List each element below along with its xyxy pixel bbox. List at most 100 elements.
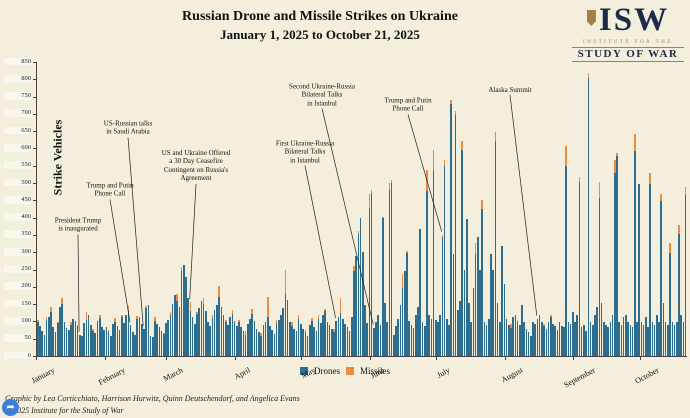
strike-bar [430, 318, 433, 356]
strike-bar [306, 335, 309, 356]
y-tick-mark [33, 183, 36, 185]
strike-bar [326, 321, 329, 356]
y-tick-label: 850 [4, 57, 32, 66]
strike-bar [388, 183, 391, 356]
strike-bar [227, 324, 229, 356]
chart-title: Russian Drone and Missile Strikes on Ukr… [182, 9, 458, 24]
strike-bar [96, 321, 99, 356]
strike-bar [443, 160, 446, 356]
strike-bar [240, 326, 242, 356]
strike-bar [680, 315, 682, 356]
strike-bar [315, 330, 318, 356]
strike-bar [147, 305, 150, 356]
strike-bar [474, 243, 477, 356]
y-tick-mark [33, 200, 36, 202]
annotation-label: Trump and Putin Phone Call [384, 96, 432, 113]
x-tick-mark [234, 357, 236, 360]
strike-bar [401, 273, 404, 356]
y-tick-label: 0 [4, 351, 32, 360]
strike-bar [552, 323, 554, 356]
strike-bar [253, 321, 256, 356]
strike-bar [660, 193, 663, 356]
strike-bar [538, 315, 541, 356]
strike-bar [319, 322, 322, 356]
strike-bar [589, 322, 592, 356]
x-tick-mark [369, 357, 371, 360]
strike-bar [143, 328, 145, 356]
strike-bar [350, 317, 353, 356]
y-tick-mark [33, 148, 36, 150]
strike-bar [671, 322, 674, 356]
y-tick-label: 150 [4, 299, 32, 308]
annotation-label: Second Ukraine-Russia Bilateral Talks in… [289, 82, 355, 108]
x-tick-mark [573, 357, 575, 360]
strike-bar [264, 321, 267, 356]
annotation-label: US-Russian talks in Saudi Arabia [103, 119, 153, 136]
y-tick-label: 700 [4, 109, 32, 118]
strike-bar [103, 329, 105, 356]
strike-bar [627, 322, 629, 356]
strike-bar [653, 324, 656, 356]
strike-bar [459, 301, 461, 356]
strike-bar [664, 322, 667, 356]
strike-bar [277, 320, 280, 356]
strike-bar [70, 321, 72, 356]
strike-bar [607, 326, 610, 356]
strike-bar [406, 250, 408, 356]
strike-bar [297, 314, 300, 356]
strike-bar [541, 322, 543, 356]
strike-bar [437, 322, 439, 356]
strike-bar [165, 322, 167, 356]
strike-bar [598, 182, 601, 356]
strike-bar [90, 325, 92, 356]
strike-bar [446, 318, 448, 356]
strike-bar [200, 301, 203, 356]
strike-bar [151, 337, 154, 356]
strike-bar [609, 322, 612, 356]
strike-bar [532, 322, 534, 356]
strike-bar [335, 321, 338, 356]
strike-bar [373, 327, 375, 356]
strike-bar [92, 329, 94, 356]
strike-bar [342, 318, 344, 356]
isw-study-of-war-text: STUDY OF WAR [572, 47, 684, 62]
strike-bar [397, 318, 399, 356]
strike-bar [684, 186, 687, 356]
strike-bar [171, 304, 174, 356]
strike-bar [558, 322, 561, 356]
strike-bar [187, 297, 189, 356]
strike-bar [291, 322, 293, 356]
share-icon[interactable]: ➦ [2, 399, 19, 416]
strike-bar [476, 237, 479, 356]
strike-bar [231, 310, 234, 356]
strike-bar [434, 320, 437, 356]
strike-bar [618, 322, 621, 356]
isw-acronym: ISW [598, 2, 670, 38]
y-tick-mark [33, 79, 36, 81]
strike-bar [302, 329, 304, 356]
missiles-legend-label: Missiles [359, 366, 390, 376]
strike-bar [273, 334, 276, 356]
y-tick-mark [33, 234, 36, 236]
strike-bar [163, 332, 165, 356]
strike-bar [74, 320, 77, 356]
x-tick-mark [504, 357, 506, 360]
strike-bar [585, 331, 587, 356]
y-tick-mark [33, 304, 36, 306]
strike-bar [481, 200, 483, 356]
strike-bar [149, 335, 152, 356]
annotation-label: President Trump is inaugurated [54, 216, 102, 233]
strike-bar [295, 331, 298, 356]
strike-bar [658, 322, 660, 356]
strike-bar [160, 330, 163, 356]
isw-institute-text: INSTITUTE FOR THE [583, 40, 673, 45]
strike-bar [209, 325, 212, 356]
strike-bar [638, 184, 640, 356]
strike-bar [410, 324, 413, 356]
strike-bar [271, 330, 273, 356]
strike-bar [140, 323, 143, 356]
strike-bar [415, 315, 417, 356]
strike-bar [673, 324, 676, 356]
strike-bar [505, 318, 508, 356]
